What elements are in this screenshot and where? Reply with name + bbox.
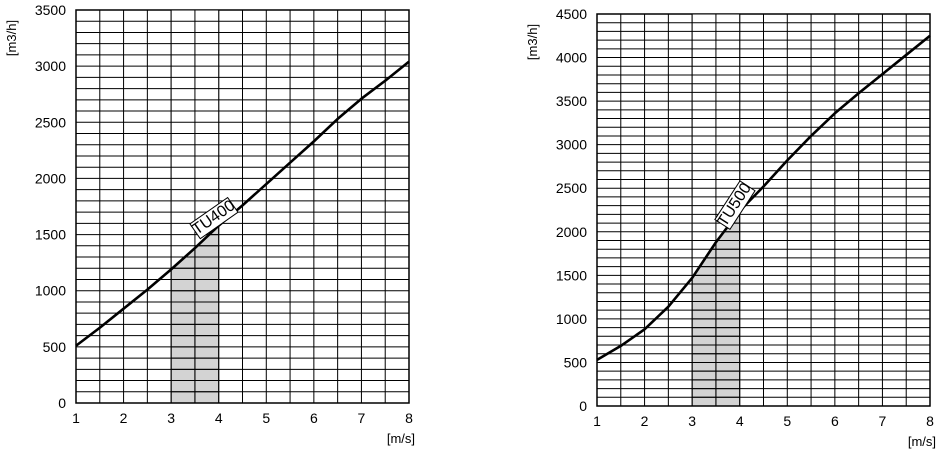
plot-frame: [596, 13, 931, 407]
y-tick-label: 3500: [556, 93, 587, 109]
x-tick-label: 1: [72, 410, 80, 426]
y-tick-label: 1000: [556, 311, 587, 327]
y-axis-label: [m3/h]: [525, 24, 540, 60]
y-tick-label: 500: [43, 339, 67, 355]
x-tick-label: 4: [215, 410, 223, 426]
y-tick-label: 4000: [556, 50, 587, 66]
y-tick-label: 1000: [35, 283, 66, 299]
y-axis-label: [m3/h]: [4, 20, 19, 56]
x-tick-label: 4: [736, 413, 744, 429]
x-tick-label: 3: [688, 413, 696, 429]
x-tick-label: 2: [120, 410, 128, 426]
series-line-tu500: [596, 34, 931, 361]
y-tick-label: 0: [58, 395, 66, 411]
series-label-box: [189, 196, 239, 240]
y-axis-label-group: [m3/h]: [4, 20, 19, 56]
y-tick-label: 2500: [35, 114, 66, 130]
y-tick-label: 3500: [35, 2, 66, 18]
y-axis-label-group: [m3/h]: [525, 24, 540, 60]
x-tick-label: 8: [405, 410, 413, 426]
x-tick-label: 1: [593, 413, 601, 429]
y-tick-label: 2500: [556, 180, 587, 196]
x-tick-label: 5: [783, 413, 791, 429]
y-tick-label: 0: [579, 398, 587, 414]
x-tick-label: 8: [926, 413, 934, 429]
y-tick-label: 1500: [556, 267, 587, 283]
x-tick-label: 6: [831, 413, 839, 429]
x-axis-label: [m/s]: [387, 431, 415, 446]
y-tick-label: 4500: [556, 6, 587, 22]
x-tick-label: 5: [262, 410, 270, 426]
series-line-tu400: [75, 60, 410, 347]
y-tick-label: 2000: [35, 170, 66, 186]
x-tick-label: 3: [167, 410, 175, 426]
y-tick-label: 2000: [556, 224, 587, 240]
x-tick-label: 2: [641, 413, 649, 429]
y-tick-label: 3000: [35, 58, 66, 74]
y-tick-label: 3000: [556, 137, 587, 153]
series-label-box: [714, 180, 756, 231]
y-tick-label: 1500: [35, 227, 66, 243]
x-axis-label: [m/s]: [908, 434, 936, 449]
y-tick-label: 500: [564, 354, 588, 370]
x-tick-label: 7: [358, 410, 366, 426]
plot-frame: [75, 9, 410, 404]
x-tick-label: 6: [310, 410, 318, 426]
x-tick-label: 7: [879, 413, 887, 429]
